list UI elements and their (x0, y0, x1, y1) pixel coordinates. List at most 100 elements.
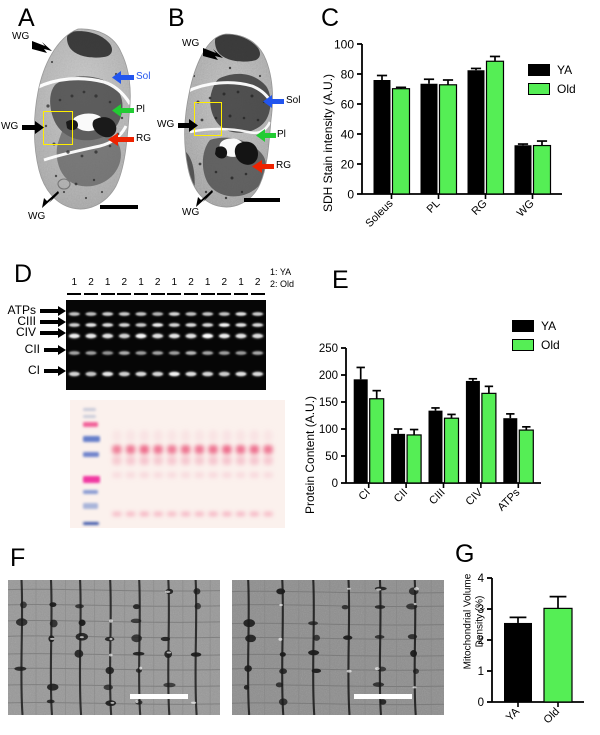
lane-number: 2 (88, 277, 94, 288)
em-micrograph-old (232, 580, 444, 715)
histology-section-a (33, 28, 131, 210)
lane-number: 2 (121, 277, 128, 288)
panel-b-arrow-sol (263, 95, 284, 108)
lane-number: 1 (71, 277, 78, 288)
panel-b-arrow-wg-mid (178, 119, 198, 132)
svg-text:250: 250 (319, 343, 338, 355)
lane-number: 1 (138, 277, 144, 288)
em-ya-scale-bar (130, 694, 188, 699)
blot-band-arrow (40, 328, 66, 338)
blot-band-arrow (44, 366, 66, 376)
legend-swatch-old (512, 339, 534, 351)
lane-underline (100, 293, 115, 295)
panel-a-scale-bar (100, 205, 138, 209)
svg-text:0: 0 (478, 697, 484, 709)
legend-label-ya: YA (541, 319, 557, 333)
panel-b-label-wg-bottom: WG (182, 207, 200, 218)
em-micrograph-ya (8, 580, 220, 715)
blot-band-label: CIV (15, 325, 36, 339)
panel-b-label-sol: Sol (286, 95, 301, 106)
svg-text:ATPs: ATPs (495, 486, 522, 513)
panel-d-key-old: 2: Old (270, 279, 295, 289)
panel-b-arrow-pl (256, 129, 276, 142)
svg-text:CIII: CIII (427, 487, 448, 508)
panel-b-histology-image (180, 32, 284, 214)
panel-b-arrow-wg-top (203, 45, 225, 61)
panel-f-letter: F (10, 544, 26, 572)
panel-b-label-pl: Pl (277, 129, 286, 140)
blot-band-label: CII (24, 342, 40, 356)
panel-c-chart: SDH Stain intensity (A.U.) 0 20 40 60 80 100 S… (318, 34, 593, 234)
lane-number: 1 (238, 277, 244, 288)
panel-a-arrow-wg-top (32, 38, 54, 54)
legend-swatch-ya (528, 64, 550, 76)
panel-g-letter: G (455, 540, 475, 568)
lane-underline (217, 293, 232, 295)
lane-underline (234, 293, 248, 295)
panel-a-arrow-rg (108, 133, 134, 146)
svg-text:150: 150 (319, 397, 338, 409)
blot-band-label: CI (28, 363, 40, 377)
panel-e-letter: E (332, 266, 349, 294)
svg-text:100: 100 (334, 37, 354, 51)
panel-a-histology-image (26, 26, 142, 216)
panel-b-arrow-wg-bottom (194, 190, 214, 208)
panel-b-roi-box (194, 102, 222, 136)
lane-number: 2 (254, 277, 261, 288)
svg-text:WG: WG (515, 198, 537, 220)
panel-b-arrow-rg (252, 160, 274, 173)
svg-text:3: 3 (478, 604, 484, 616)
lane-underline (167, 293, 182, 295)
panel-a-label-sol: Sol (136, 71, 151, 82)
svg-text:CIV: CIV (464, 486, 486, 508)
panel-b-scale-bar (244, 198, 280, 202)
panel-a-label-wg-mid: WG (1, 121, 19, 132)
svg-text:200: 200 (319, 370, 338, 382)
panel-a-arrow-sol (112, 71, 134, 84)
legend-entry-old: Old (512, 339, 560, 351)
panel-b-label-wg-mid: WG (157, 119, 175, 130)
panel-b-label-wg-top: WG (182, 38, 200, 49)
blot-band-arrow (40, 306, 66, 316)
lane-number: 2 (154, 277, 161, 288)
panel-g-chart: Mitochondrial Volume Density (%) 0 1 2 3 4 YA… (452, 562, 598, 732)
svg-text:Soleus: Soleus (363, 197, 396, 230)
blot-band-arrow (40, 317, 66, 327)
svg-text:1: 1 (478, 666, 484, 678)
lane-underline (200, 293, 215, 295)
panel-d-ponceau-stain (70, 400, 285, 528)
panel-a-arrow-pl (112, 104, 134, 117)
panel-a-label-rg: RG (136, 133, 151, 144)
svg-text:PL: PL (425, 198, 443, 216)
panel-a-letter: A (18, 4, 35, 32)
lane-underline (250, 293, 265, 295)
panel-c-plot-area: 0 20 40 60 80 100 Soleus PL RG WG (334, 37, 562, 230)
panel-c-letter: C (321, 4, 340, 32)
panel-a-label-wg-top: WG (12, 31, 30, 42)
panel-c-legend: YA Old (528, 64, 576, 102)
legend-entry-old: Old (528, 83, 576, 95)
panel-e-plot-area: 0 50 100 150 200 250 CI CII CIII CIV ATPs (319, 343, 541, 514)
legend-label-ya: YA (557, 63, 573, 77)
svg-text:2: 2 (478, 635, 484, 647)
legend-entry-ya: YA (528, 64, 576, 76)
lane-underline (67, 293, 82, 295)
panel-d-blot-image (66, 300, 266, 390)
panel-b-label-rg: RG (276, 160, 291, 171)
legend-entry-ya: YA (512, 320, 560, 332)
svg-text:40: 40 (341, 127, 355, 141)
legend-swatch-old (528, 83, 550, 95)
panel-a-roi-box (43, 111, 73, 145)
svg-text:100: 100 (319, 424, 338, 436)
panel-e-chart: Protein Content (A.U.) 0 50 100 150 200 250 CI… (300, 318, 590, 533)
panel-d-letter: D (14, 260, 33, 288)
blot-band-label: CIII (17, 314, 36, 328)
svg-text:RG: RG (469, 198, 489, 218)
panel-a-label-pl: Pl (136, 104, 145, 115)
lane-underline (150, 293, 165, 295)
lane-number: 2 (221, 277, 228, 288)
panel-a-arrow-wg-bottom (40, 191, 60, 209)
em-old-scale-bar (354, 694, 412, 699)
svg-text:60: 60 (341, 97, 355, 111)
